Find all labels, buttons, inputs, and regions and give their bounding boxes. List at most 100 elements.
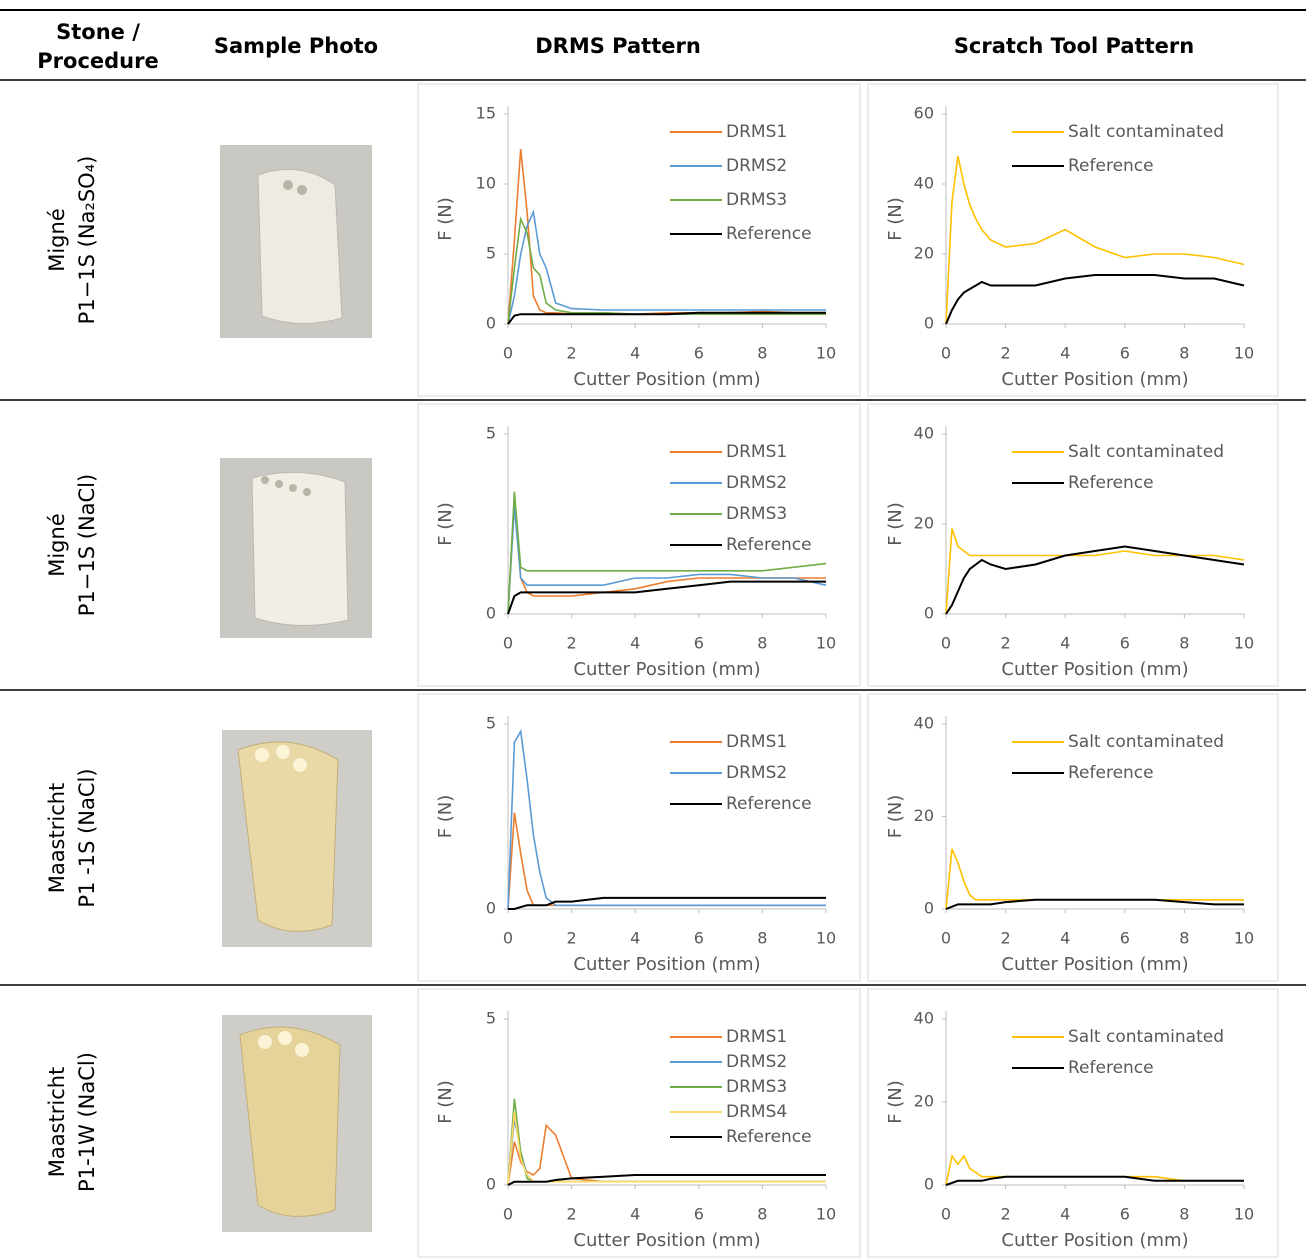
- y-axis-title: F (N): [435, 1080, 456, 1124]
- stone-label: P1−1S (NaCl): [75, 474, 99, 616]
- legend-label: DRMS3: [726, 190, 787, 210]
- legend-label: Salt contaminated: [1068, 732, 1224, 752]
- legend-label: DRMS4: [726, 1102, 787, 1122]
- y-tick-label: 60: [914, 104, 934, 123]
- y-axis-title: F (N): [885, 502, 906, 546]
- stone-label: P1 -1S (NaCl): [75, 768, 99, 907]
- x-axis-title: Cutter Position (mm): [1001, 369, 1188, 390]
- x-tick-label: 8: [1179, 929, 1189, 948]
- x-axis-title: Cutter Position (mm): [573, 1230, 760, 1251]
- y-tick-label: 5: [486, 244, 496, 263]
- sample-photo: [222, 1015, 372, 1232]
- x-tick-label: 10: [816, 344, 836, 363]
- y-tick-label: 20: [914, 1092, 934, 1111]
- chart-frame: [417, 988, 861, 1258]
- x-tick-label: 2: [1001, 634, 1011, 653]
- y-tick-label: 0: [924, 899, 934, 918]
- legend-label: DRMS1: [726, 442, 787, 462]
- series-line: [508, 896, 826, 910]
- x-tick-label: 6: [1120, 634, 1130, 653]
- x-tick-label: 6: [694, 929, 704, 948]
- x-tick-label: 10: [816, 634, 836, 653]
- legend-label: Reference: [726, 794, 812, 814]
- y-tick-label: 40: [914, 424, 934, 443]
- x-tick-label: 2: [1001, 344, 1011, 363]
- x-tick-label: 10: [816, 929, 836, 948]
- x-tick-label: 4: [1060, 1205, 1070, 1224]
- y-tick-label: 5: [486, 714, 496, 733]
- stone-label: Migné: [45, 208, 69, 272]
- x-tick-label: 10: [816, 1205, 836, 1224]
- chart-frame: [417, 693, 861, 982]
- x-tick-label: 8: [757, 1205, 767, 1224]
- y-tick-label: 20: [914, 514, 934, 533]
- y-axis-title: F (N): [885, 1080, 906, 1124]
- chart-frame: [867, 83, 1279, 397]
- chart-frame: [867, 693, 1279, 982]
- chart-frame: [417, 83, 861, 397]
- x-tick-label: 2: [1001, 929, 1011, 948]
- y-axis-title: F (N): [885, 197, 906, 241]
- y-tick-label: 0: [486, 1175, 496, 1194]
- legend-label: Reference: [1068, 1058, 1154, 1078]
- legend-label: Reference: [726, 224, 812, 244]
- y-axis-title: F (N): [435, 197, 456, 241]
- y-tick-label: 0: [924, 1175, 934, 1194]
- legend-label: DRMS2: [726, 763, 787, 783]
- x-tick-label: 4: [1060, 344, 1070, 363]
- y-tick-label: 20: [914, 806, 934, 825]
- x-tick-label: 0: [941, 929, 951, 948]
- x-tick-label: 2: [567, 634, 577, 653]
- x-tick-label: 0: [941, 344, 951, 363]
- stone-label: Migné: [45, 513, 69, 577]
- y-tick-label: 0: [486, 314, 496, 333]
- legend-label: DRMS2: [726, 156, 787, 176]
- x-tick-label: 0: [941, 634, 951, 653]
- y-tick-label: 40: [914, 714, 934, 733]
- y-axis-title: F (N): [435, 795, 456, 839]
- stone-label: Maastricht: [45, 1067, 69, 1178]
- legend-label: DRMS1: [726, 122, 787, 142]
- header: Stone /: [56, 20, 140, 44]
- y-tick-label: 15: [476, 104, 496, 123]
- series-line: [507, 505, 827, 615]
- y-tick-label: 5: [486, 424, 496, 443]
- chart-frame: [867, 988, 1279, 1258]
- series-line: [507, 812, 826, 910]
- legend-label: DRMS3: [726, 1077, 787, 1097]
- header: Scratch Tool Pattern: [954, 34, 1194, 58]
- series-line: [507, 580, 826, 615]
- x-tick-label: 8: [757, 929, 767, 948]
- legend-label: Reference: [1068, 156, 1154, 176]
- x-tick-label: 6: [1120, 929, 1130, 948]
- series-line: [945, 1175, 1244, 1186]
- legend-label: Reference: [726, 1127, 812, 1147]
- x-tick-label: 4: [630, 634, 640, 653]
- x-axis-title: Cutter Position (mm): [1001, 659, 1188, 680]
- y-axis-title: F (N): [885, 795, 906, 839]
- y-axis-title: F (N): [435, 502, 456, 546]
- x-tick-label: 4: [630, 929, 640, 948]
- stone-label: P1−1S (Na₂SO₄): [75, 156, 99, 325]
- x-axis-title: Cutter Position (mm): [573, 369, 760, 390]
- legend-label: DRMS2: [726, 473, 787, 493]
- series-line: [507, 498, 826, 615]
- x-tick-label: 0: [503, 1205, 513, 1224]
- y-tick-label: 10: [476, 174, 496, 193]
- x-tick-label: 10: [1234, 1205, 1254, 1224]
- x-tick-label: 2: [567, 1205, 577, 1224]
- x-axis-title: Cutter Position (mm): [1001, 1230, 1188, 1251]
- legend-label: DRMS2: [726, 1052, 787, 1072]
- x-axis-title: Cutter Position (mm): [573, 659, 760, 680]
- y-tick-label: 0: [924, 604, 934, 623]
- x-tick-label: 0: [941, 1205, 951, 1224]
- x-tick-label: 8: [1179, 1205, 1189, 1224]
- header: DRMS Pattern: [535, 34, 701, 58]
- series-line: [507, 1111, 826, 1186]
- y-tick-label: 40: [914, 174, 934, 193]
- sample-photo: [220, 145, 372, 338]
- x-tick-label: 6: [694, 634, 704, 653]
- y-tick-label: 0: [486, 604, 496, 623]
- chart-frame: [417, 403, 861, 687]
